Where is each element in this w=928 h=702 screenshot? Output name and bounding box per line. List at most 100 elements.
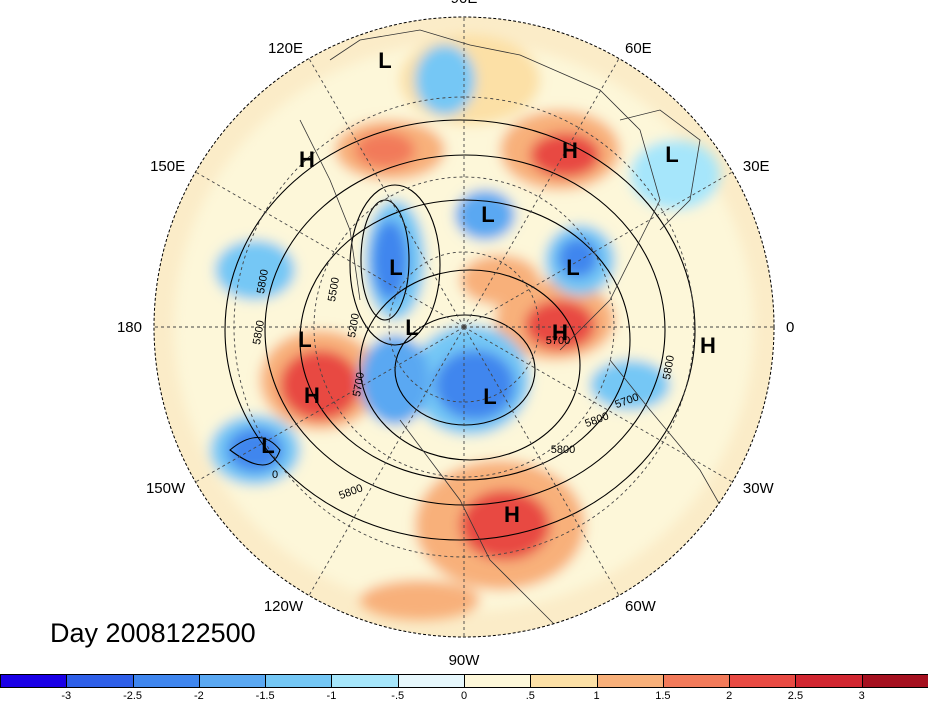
map-boundary (153, 16, 775, 638)
latitude-circle (388, 251, 540, 403)
longitude-label: 90W (449, 652, 481, 669)
low-pressure-marker: L (481, 202, 494, 227)
meridian-line (308, 326, 465, 596)
colorbar-segment (464, 674, 532, 688)
anomaly-blob-27 (360, 580, 480, 620)
height-contour-small (229, 437, 281, 466)
latitude-circle (313, 176, 615, 478)
low-pressure-marker: L (261, 433, 274, 458)
low-pressure-marker: L (298, 327, 311, 352)
meridian-line (195, 326, 465, 483)
anomaly-blob-3 (530, 133, 600, 177)
colorbar: -3 -2.5 -2 -1.5 -1 -.5 0 .5 1 1.5 2 2.5 3 (0, 674, 928, 702)
height-contour-6 (349, 184, 441, 346)
colorbar-tick-label: .5 (525, 690, 535, 702)
colorbar-segment (132, 674, 200, 688)
coastline-3 (299, 119, 361, 301)
contour-value-label: 5800 (551, 444, 575, 456)
colorbar-segment (0, 674, 68, 688)
longitude-label: 90E (451, 0, 478, 7)
high-pressure-marker: H (299, 147, 315, 172)
longitude-label: 60E (625, 40, 652, 57)
low-pressure-marker: L (405, 315, 418, 340)
contour-value-label: 5800 (255, 268, 271, 294)
colorbar-tick-label: 1.5 (655, 690, 671, 702)
longitude-label: 30W (743, 480, 775, 497)
colorbar-segment (265, 674, 333, 688)
contour-value-label: 5800 (251, 319, 267, 345)
meridian-line (463, 326, 620, 596)
anomaly-blob-11 (525, 300, 595, 350)
contour-value-label: 5500 (326, 276, 342, 302)
anomaly-blob-16 (372, 220, 408, 300)
colorbar-segment (530, 674, 598, 688)
anomaly-blob-12 (460, 255, 540, 305)
low-pressure-marker: L (378, 48, 391, 73)
coastline-4 (619, 109, 701, 231)
date-title: Day 2008122500 (50, 618, 256, 648)
colorbar-tick-label: -1.5 (255, 690, 275, 702)
anomaly-blob-20 (558, 238, 598, 278)
meridian-line (195, 171, 465, 328)
colorbar-segment (596, 674, 664, 688)
colorbar-segment (331, 674, 399, 688)
contour-value-label: 5200 (346, 312, 362, 338)
colorbar-segment (66, 674, 134, 688)
height-contour-0 (394, 314, 536, 426)
anomaly-blob-25 (630, 140, 720, 210)
longitude-label: 120E (268, 40, 303, 57)
height-contour-4 (224, 119, 696, 541)
colorbar-segment (795, 674, 863, 688)
contour-value-label: 5700 (546, 335, 570, 347)
contour-value-label: 5800 (661, 354, 677, 380)
low-pressure-marker: L (389, 255, 402, 280)
colorbar-tick-label: 3 (858, 690, 865, 702)
meridian-line (463, 58, 620, 328)
longitude-label: 150E (150, 158, 185, 175)
longitude-label: 180 (117, 319, 142, 336)
longitude-label: 120W (264, 598, 304, 615)
height-contour-1 (359, 269, 581, 461)
high-pressure-marker: H (700, 333, 716, 358)
colorbar-tick-label: 2.5 (787, 690, 804, 702)
low-pressure-marker: L (665, 142, 678, 167)
anomaly-blob-17 (360, 335, 430, 425)
anomaly-blob-9 (460, 490, 550, 560)
low-pressure-marker: L (483, 384, 496, 409)
colorbar-segment (861, 674, 928, 688)
high-pressure-marker: H (552, 320, 568, 345)
anomaly-blob-7 (280, 350, 360, 420)
anomaly-blob-23 (227, 428, 283, 472)
anomaly-blob-21 (215, 240, 295, 300)
polar-stereographic-map: 5800580058005500520057005700570058005800… (117, 0, 794, 669)
coastline-1 (399, 419, 561, 631)
height-contour-5 (360, 199, 410, 321)
colorbar-tick-label: -2 (193, 690, 204, 702)
meridian-line (463, 171, 733, 328)
anomaly-blob-26 (415, 45, 475, 115)
height-contour-3 (264, 154, 666, 506)
low-pressure-marker: L (566, 255, 579, 280)
longitude-label: 0 (786, 319, 794, 336)
colorbar-segment (729, 674, 797, 688)
meridian-line (463, 326, 733, 483)
colorbar-segment (198, 674, 267, 688)
longitude-label: 30E (743, 158, 770, 175)
high-pressure-marker: H (504, 502, 520, 527)
high-pressure-marker: H (562, 138, 578, 163)
colorbar-tick-label: -2.5 (123, 690, 143, 702)
height-contour-2 (299, 199, 631, 481)
meridian-line (308, 58, 465, 328)
colorbar-segment (397, 674, 465, 688)
longitude-label: 60W (625, 598, 657, 615)
anomaly-blob-5 (355, 132, 415, 168)
anomaly-blob-14 (435, 350, 515, 420)
contour-value-label: 5700 (351, 371, 367, 397)
anomaly-blob-18 (455, 190, 515, 240)
contour-value-label: 0 (272, 469, 278, 481)
coastline-0 (329, 29, 661, 351)
colorbar-tick-label: -1 (326, 690, 337, 702)
colorbar-tick-label: -3 (61, 690, 72, 702)
longitude-label: 150W (146, 480, 186, 497)
latitude-circle (233, 96, 695, 558)
